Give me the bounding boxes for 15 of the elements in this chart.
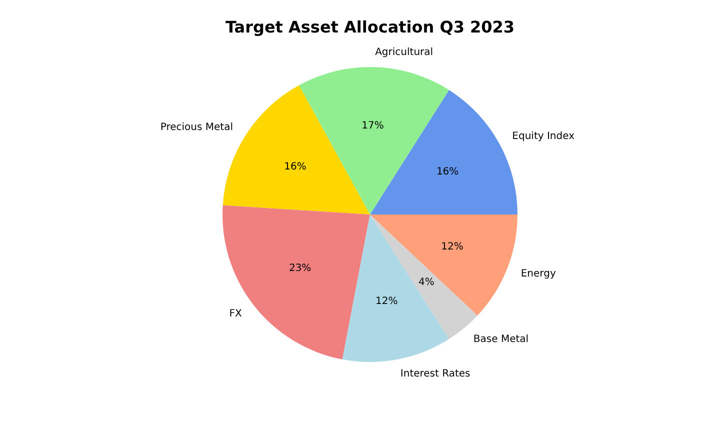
slice-label: Agricultural	[375, 46, 434, 58]
data-label: 12%	[441, 242, 464, 253]
slice-label: Interest Rates	[400, 368, 470, 380]
data-label: 4%	[418, 277, 434, 288]
slice-label: Equity Index	[512, 130, 575, 142]
chart-title: Target Asset Allocation Q3 2023	[225, 18, 515, 36]
slice-label: Energy	[520, 268, 556, 280]
slice-label: Precious Metal	[160, 122, 234, 134]
slice-label: FX	[229, 308, 242, 320]
data-label: 16%	[436, 166, 459, 178]
data-label: 23%	[288, 263, 312, 274]
slice-label: Base Metal	[473, 334, 529, 346]
data-label: 17%	[362, 120, 384, 132]
data-label: 16%	[284, 162, 306, 173]
data-label: 12%	[375, 296, 398, 307]
